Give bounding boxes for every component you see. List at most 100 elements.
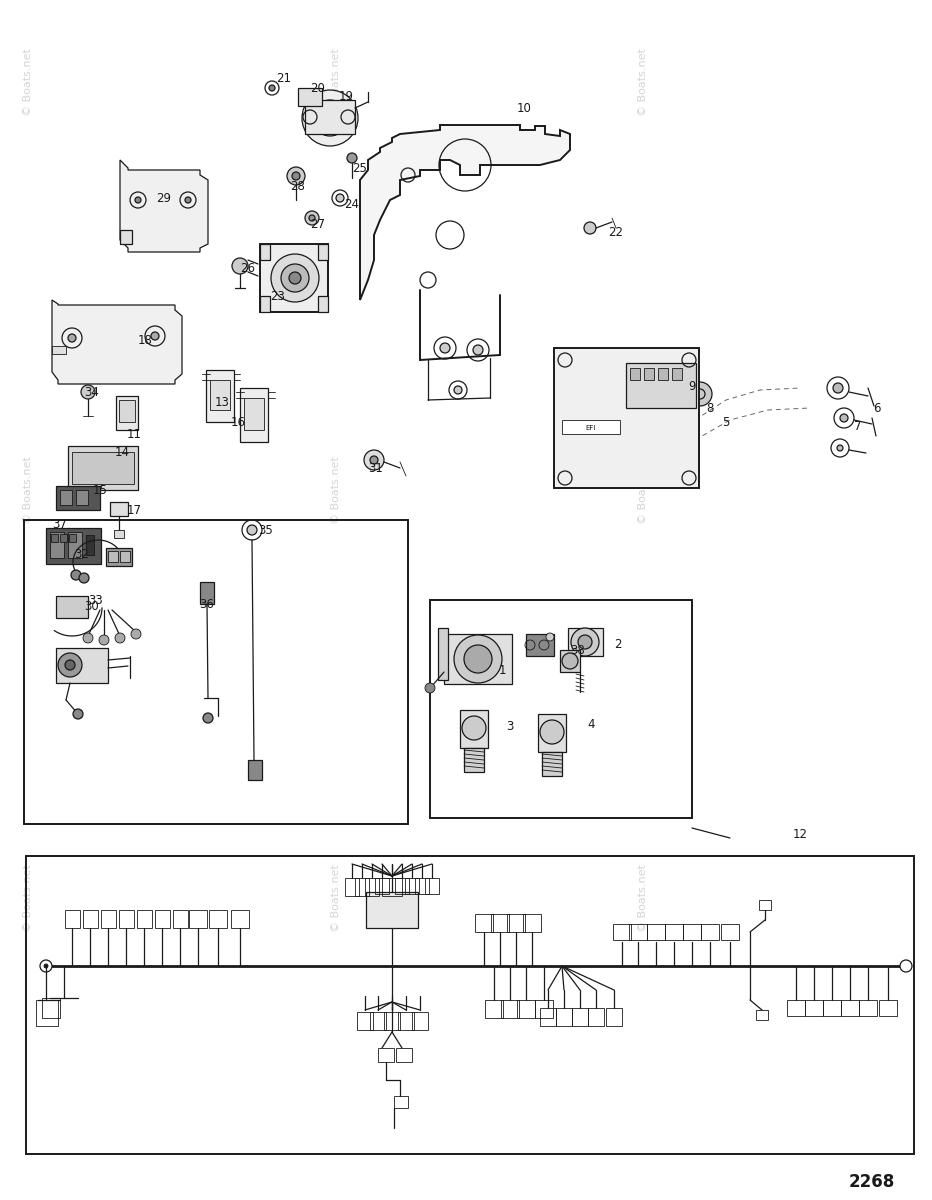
Text: 1: 1 [499, 664, 506, 677]
Circle shape [68, 334, 76, 342]
Bar [398, 1012, 414, 1030]
Text: 7: 7 [855, 420, 862, 432]
Circle shape [673, 374, 679, 382]
Text: 37: 37 [52, 517, 67, 530]
Bar [630, 368, 640, 380]
Circle shape [462, 716, 486, 740]
Bar [879, 1000, 897, 1016]
Bar [345, 878, 359, 896]
Bar [647, 924, 665, 940]
Text: © Boats.net: © Boats.net [23, 48, 33, 116]
Bar [475, 914, 493, 932]
Circle shape [425, 683, 435, 692]
Bar [556, 1008, 572, 1026]
Bar [701, 924, 719, 940]
Circle shape [578, 635, 592, 649]
Bar [523, 914, 541, 932]
Bar [189, 910, 207, 928]
Text: 10: 10 [516, 102, 531, 114]
Bar [613, 924, 631, 940]
Text: 32: 32 [75, 547, 89, 560]
Bar [76, 490, 88, 505]
Bar [540, 1008, 556, 1026]
Circle shape [302, 90, 358, 146]
Bar [396, 1048, 412, 1062]
Bar [658, 368, 668, 380]
Bar [305, 100, 355, 134]
Bar [501, 1000, 519, 1018]
Text: 28: 28 [291, 180, 306, 192]
Bar [485, 1000, 503, 1018]
Text: 22: 22 [609, 226, 624, 239]
Text: 18: 18 [138, 334, 153, 347]
Bar [841, 1000, 859, 1016]
Bar [430, 600, 692, 818]
Bar [114, 530, 124, 538]
Circle shape [336, 194, 344, 202]
Bar [464, 748, 484, 772]
Circle shape [73, 709, 83, 719]
Text: 2268: 2268 [849, 1174, 895, 1190]
Bar [60, 490, 72, 505]
Text: 6: 6 [873, 402, 881, 414]
Bar [101, 910, 116, 928]
Bar [560, 650, 580, 672]
Bar [384, 1012, 400, 1030]
Bar [644, 368, 654, 380]
Bar [260, 244, 270, 260]
Text: 4: 4 [587, 718, 595, 731]
Bar [412, 1012, 428, 1030]
Bar [626, 362, 696, 408]
Circle shape [440, 343, 450, 353]
Bar [460, 710, 488, 748]
Text: EFI: EFI [586, 425, 596, 431]
Text: 36: 36 [199, 598, 214, 611]
Text: 30: 30 [85, 600, 100, 612]
Text: 15: 15 [92, 484, 107, 497]
Bar [56, 486, 100, 510]
Circle shape [203, 713, 213, 722]
Circle shape [688, 382, 712, 406]
Bar [51, 534, 58, 542]
Bar [491, 914, 509, 932]
Bar [46, 528, 101, 564]
Circle shape [562, 653, 578, 670]
Circle shape [900, 960, 912, 972]
Circle shape [151, 332, 159, 340]
Bar [83, 910, 98, 928]
Bar [116, 396, 138, 430]
Bar [859, 1000, 877, 1016]
Circle shape [271, 254, 319, 302]
Circle shape [247, 526, 257, 535]
Text: © Boats.net: © Boats.net [331, 456, 340, 524]
Circle shape [464, 646, 492, 673]
Circle shape [71, 570, 81, 580]
Bar [444, 634, 512, 684]
Bar [568, 628, 603, 656]
Circle shape [584, 222, 596, 234]
Bar [24, 520, 408, 824]
Text: © Boats.net: © Boats.net [331, 864, 340, 932]
Text: 14: 14 [115, 445, 130, 458]
Bar [538, 714, 566, 752]
Text: 25: 25 [352, 162, 367, 174]
Bar [72, 452, 134, 484]
Bar [405, 878, 419, 894]
Circle shape [289, 272, 301, 284]
Bar [572, 1008, 588, 1026]
Text: 13: 13 [214, 396, 229, 408]
Text: 5: 5 [722, 415, 730, 428]
Bar [36, 1000, 58, 1026]
Circle shape [232, 258, 248, 274]
Text: 33: 33 [89, 594, 103, 606]
Bar [805, 1000, 823, 1016]
Bar [629, 924, 647, 940]
Bar [210, 380, 230, 410]
Circle shape [833, 383, 843, 392]
Polygon shape [52, 300, 182, 384]
Text: 11: 11 [127, 427, 142, 440]
Circle shape [58, 653, 82, 677]
Circle shape [287, 167, 305, 185]
Bar [120, 230, 132, 244]
Bar [382, 878, 402, 896]
